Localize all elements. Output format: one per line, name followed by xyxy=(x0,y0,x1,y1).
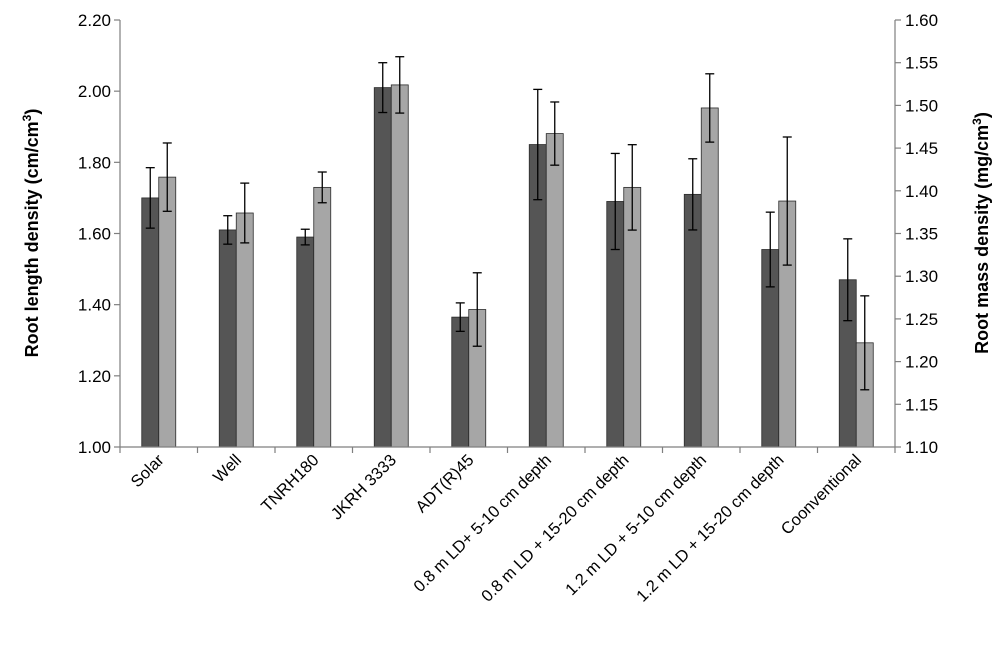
bar-series-2 xyxy=(700,107,719,448)
bar-series-1 xyxy=(373,87,392,448)
right-tick-label: 1.35 xyxy=(905,225,938,244)
category-label: 0.8 m LD+ 5-10 cm depth xyxy=(410,451,555,596)
axes-layer xyxy=(114,19,901,453)
left-tick-label: 2.00 xyxy=(78,82,111,101)
right-tick-label: 1.45 xyxy=(905,139,938,158)
right-tick-label: 1.50 xyxy=(905,96,938,115)
bar-series-2 xyxy=(313,186,332,448)
left-tick-label: 1.80 xyxy=(78,153,111,172)
left-tick-label: 2.20 xyxy=(78,11,111,30)
category-label: Well xyxy=(210,451,245,486)
left-tick-labels: 1.00 1.20 1.40 1.60 1.80 2.00 2.20 xyxy=(78,11,111,457)
category-label: Solar xyxy=(128,451,168,491)
bar-series-1 xyxy=(296,236,315,448)
category-label: Coonventional xyxy=(778,451,865,538)
right-tick-label: 1.40 xyxy=(905,182,938,201)
bar-series-1 xyxy=(218,229,237,448)
bar-series-2 xyxy=(235,212,254,448)
bar-series-2 xyxy=(545,133,564,448)
left-axis-title: Root length density (cm/cm3) xyxy=(20,109,42,358)
right-tick-label: 1.25 xyxy=(905,310,938,329)
category-label: 1.2 m LD + 5-10 cm depth xyxy=(562,451,710,599)
category-label: TNRH180 xyxy=(258,451,323,516)
right-tick-label: 1.10 xyxy=(905,438,938,457)
left-tick-label: 1.00 xyxy=(78,438,111,457)
bar-series-1 xyxy=(683,193,702,448)
right-tick-label: 1.55 xyxy=(905,54,938,73)
category-label: JKRH 3333 xyxy=(328,451,400,523)
right-tick-label: 1.20 xyxy=(905,353,938,372)
bar-series-1 xyxy=(451,316,470,448)
category-label: 0.8 m LD + 15-20 cm depth xyxy=(478,451,632,605)
right-tick-labels: 1.10 1.15 1.20 1.25 1.30 1.35 1.40 1.45 1.50 1.55… xyxy=(905,11,938,457)
bar-series-1 xyxy=(141,197,160,448)
right-axis-title: Root mass density (mg/cm3) xyxy=(970,112,992,354)
category-label: 1.2 m LD + 15-20 cm depth xyxy=(633,451,787,605)
left-tick-label: 1.20 xyxy=(78,367,111,386)
left-tick-label: 1.60 xyxy=(78,225,111,244)
bar-series-2 xyxy=(390,84,409,448)
bars-layer xyxy=(141,84,874,448)
left-tick-label: 1.40 xyxy=(78,296,111,315)
right-tick-label: 1.15 xyxy=(905,395,938,414)
right-tick-label: 1.60 xyxy=(905,11,938,30)
category-labels: Solar Well TNRH180 JKRH 3333 ADT(R)450.8 m L… xyxy=(128,451,865,606)
error-bars-layer xyxy=(145,56,870,391)
bar-series-2 xyxy=(158,176,177,448)
right-tick-label: 1.30 xyxy=(905,267,938,286)
category-label: ADT(R)45 xyxy=(412,451,477,516)
